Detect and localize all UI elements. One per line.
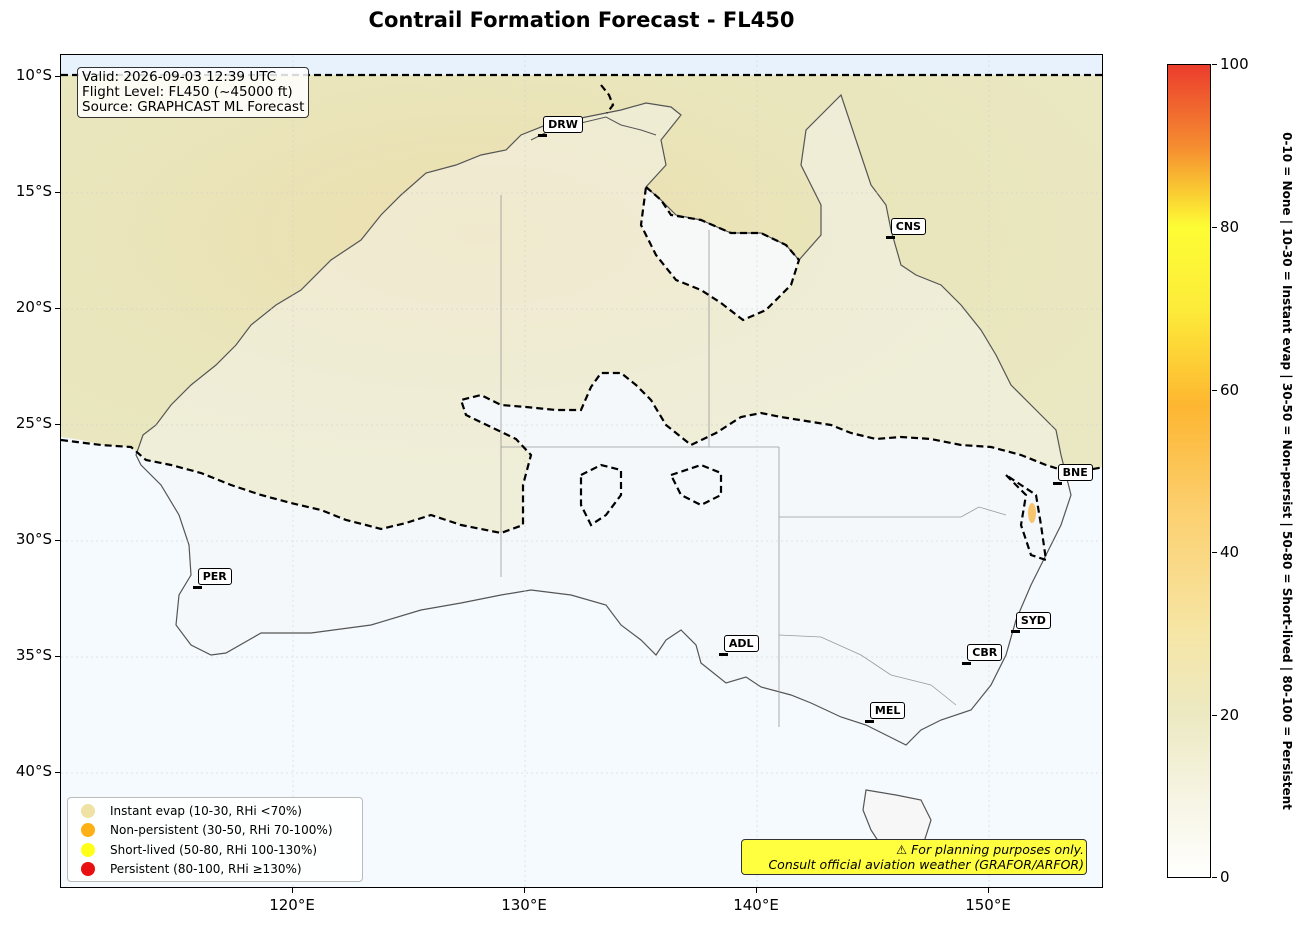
airport-icon	[1052, 481, 1062, 485]
forecast-info-box: Valid: 2026-09-03 12:39 UTC Flight Level…	[77, 67, 310, 118]
legend-item: Short-lived (50-80, RHi 100-130%)	[68, 840, 362, 860]
colorbar-tick-label: 60	[1220, 381, 1240, 399]
gulf-region	[641, 187, 799, 320]
y-tick-label: 35°S	[15, 646, 52, 664]
colorbar-tick-label: 0	[1220, 868, 1230, 886]
city-label: CBR	[967, 644, 1003, 662]
colorbar-tick-label: 100	[1220, 55, 1249, 73]
disclaimer-box: ⚠ For planning purposes only. Consult of…	[741, 839, 1087, 875]
contrail-zone-instant-evap	[61, 75, 1102, 533]
legend: Instant evap (10-30, RHi <70%) Non-persi…	[67, 797, 363, 882]
airport-icon	[538, 134, 548, 138]
state-borders	[500, 195, 1007, 727]
airport-icon	[1010, 629, 1020, 633]
legend-swatch	[81, 862, 95, 877]
colorbar-tick-label: 20	[1220, 706, 1240, 724]
colorbar	[1167, 64, 1211, 878]
non-persistent-hotspot	[1028, 503, 1036, 523]
airport-icon	[885, 236, 895, 240]
legend-label: Instant evap (10-30, RHi <70%)	[110, 803, 302, 818]
airport-icon	[864, 720, 874, 724]
colorbar-tick-label: 40	[1220, 543, 1240, 561]
airport-icon	[718, 653, 728, 657]
airport-icon	[192, 585, 202, 589]
disclaimer-line-2: Consult official aviation weather (GRAFO…	[768, 857, 1084, 872]
y-tick-label: 30°S	[15, 530, 52, 548]
chart-title: Contrail Formation Forecast - FL450	[368, 8, 795, 32]
colorbar-side-label: 0-10 = None | 10-30 = Instant evap | 30-…	[1280, 132, 1294, 810]
legend-swatch	[81, 823, 95, 838]
valid-time: Valid: 2026-09-03 12:39 UTC	[82, 69, 277, 85]
y-tick-label: 25°S	[15, 414, 52, 432]
legend-item: Persistent (80-100, RHi ≥130%)	[68, 860, 362, 880]
legend-item: Non-persistent (30-50, RHi 70-100%)	[68, 821, 362, 841]
legend-label: Persistent (80-100, RHi ≥130%)	[110, 862, 302, 877]
disclaimer-line-1: ⚠ For planning purposes only.	[896, 842, 1084, 857]
data-source: Source: GRAPHCAST ML Forecast	[82, 99, 305, 115]
legend-label: Non-persistent (30-50, RHi 70-100%)	[110, 823, 333, 838]
map-canvas	[61, 55, 1102, 887]
map-panel[interactable]: Valid: 2026-09-03 12:39 UTC Flight Level…	[60, 54, 1103, 888]
city-label: SYD	[1015, 611, 1051, 629]
x-tick-label: 140°E	[733, 896, 779, 914]
y-tick-label: 40°S	[15, 762, 52, 780]
city-label: ADL	[723, 635, 759, 653]
top-band	[61, 55, 1102, 75]
y-tick-label: 10°S	[15, 66, 52, 84]
city-label: PER	[197, 567, 232, 585]
city-label: MEL	[869, 702, 906, 720]
legend-swatch	[81, 803, 95, 818]
city-label: DRW	[543, 116, 583, 134]
contrail-contours	[61, 73, 1102, 562]
colorbar-tick-label: 80	[1220, 218, 1240, 236]
legend-item: Instant evap (10-30, RHi <70%)	[68, 801, 362, 821]
airport-icon	[962, 662, 972, 666]
flight-level: Flight Level: FL450 (~45000 ft)	[82, 84, 293, 100]
gridlines	[61, 55, 1102, 887]
x-tick-label: 130°E	[501, 896, 547, 914]
legend-swatch	[81, 842, 95, 857]
city-label: BNE	[1057, 463, 1093, 481]
city-label: CNS	[890, 218, 926, 236]
y-tick-label: 15°S	[15, 182, 52, 200]
legend-label: Short-lived (50-80, RHi 100-130%)	[110, 842, 318, 857]
australia-coastline	[135, 93, 1072, 746]
x-tick-label: 120°E	[269, 896, 315, 914]
y-tick-label: 20°S	[15, 298, 52, 316]
x-tick-label: 150°E	[965, 896, 1011, 914]
